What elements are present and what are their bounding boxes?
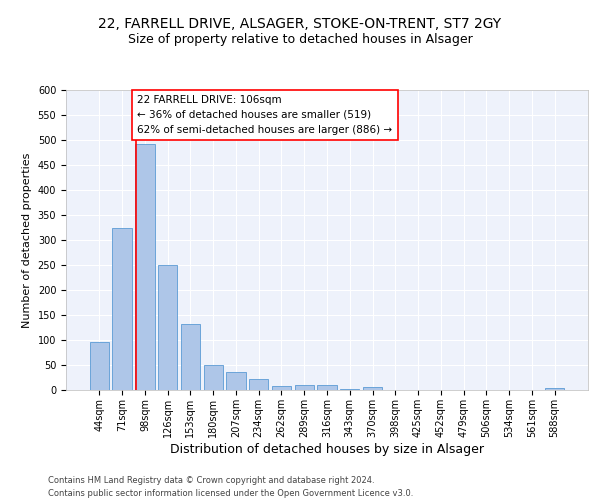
Text: 22 FARRELL DRIVE: 106sqm
← 36% of detached houses are smaller (519)
62% of semi-: 22 FARRELL DRIVE: 106sqm ← 36% of detach…: [137, 95, 392, 134]
Bar: [181, 324, 200, 390]
Bar: [203, 364, 223, 390]
Text: Size of property relative to detached houses in Alsager: Size of property relative to detached ho…: [128, 32, 472, 46]
Bar: [249, 379, 268, 390]
Bar: [272, 386, 291, 390]
Bar: [90, 342, 109, 390]
Text: 22, FARRELL DRIVE, ALSAGER, STOKE-ON-TRENT, ST7 2GY: 22, FARRELL DRIVE, ALSAGER, STOKE-ON-TRE…: [98, 18, 502, 32]
X-axis label: Distribution of detached houses by size in Alsager: Distribution of detached houses by size …: [170, 442, 484, 456]
Text: Contains HM Land Registry data © Crown copyright and database right 2024.
Contai: Contains HM Land Registry data © Crown c…: [48, 476, 413, 498]
Bar: [295, 385, 314, 390]
Bar: [317, 385, 337, 390]
Bar: [158, 265, 178, 390]
Bar: [340, 389, 359, 390]
Bar: [135, 144, 155, 390]
Bar: [545, 388, 564, 390]
Bar: [112, 228, 132, 390]
Bar: [363, 387, 382, 390]
Y-axis label: Number of detached properties: Number of detached properties: [22, 152, 32, 328]
Bar: [226, 372, 245, 390]
